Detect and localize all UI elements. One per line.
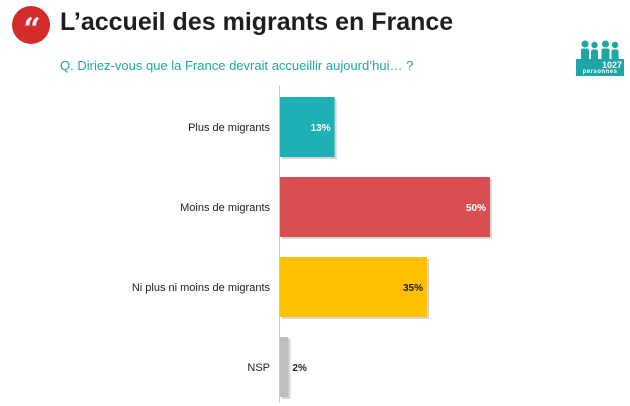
people-icon <box>576 40 624 76</box>
question-text: Q. Diriez-vous que la France devrait acc… <box>60 58 414 73</box>
bar <box>280 337 289 397</box>
value-label: 50% <box>466 203 486 214</box>
value-label: 35% <box>403 283 423 294</box>
page-title: L’accueil des migrants en France <box>60 8 454 36</box>
bar <box>280 97 335 157</box>
category-label: Ni plus ni moins de migrants <box>132 282 271 294</box>
quote-mark: “ <box>23 12 40 47</box>
bar <box>280 257 427 317</box>
quote-badge-icon: “ <box>12 6 50 47</box>
sample-count: 1027 <box>601 60 622 70</box>
value-label: 2% <box>292 363 307 374</box>
category-label: NSP <box>247 362 270 374</box>
sample-unit: personnes <box>582 69 618 75</box>
value-label: 13% <box>311 123 331 134</box>
category-label: Moins de migrants <box>180 202 270 214</box>
category-label: Plus de migrants <box>188 122 270 134</box>
bar <box>280 177 490 237</box>
